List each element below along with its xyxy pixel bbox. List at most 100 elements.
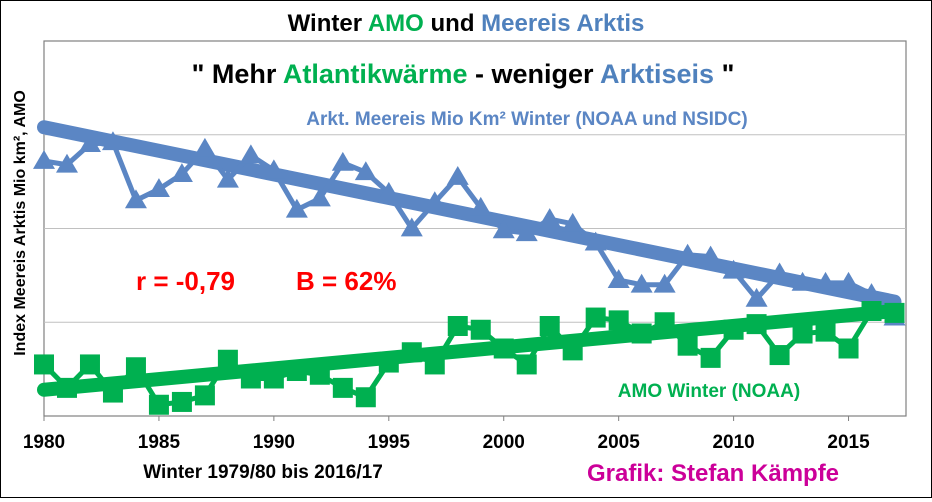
x-tick-label: 1990 bbox=[253, 432, 295, 453]
trend-line bbox=[37, 120, 902, 309]
data-point bbox=[584, 231, 607, 251]
data-point bbox=[539, 316, 560, 336]
data-point bbox=[676, 243, 699, 263]
series-ice bbox=[33, 120, 906, 326]
data-point bbox=[309, 364, 330, 385]
data-point bbox=[585, 307, 606, 328]
subtitle-part-ice: Arktiseis bbox=[600, 59, 714, 89]
data-point bbox=[792, 323, 813, 344]
data-point bbox=[607, 269, 630, 288]
data-point bbox=[722, 259, 745, 279]
data-point bbox=[723, 319, 744, 340]
x-tick-label: 1995 bbox=[368, 432, 411, 453]
x-tick-label: 2005 bbox=[598, 432, 641, 453]
data-point bbox=[148, 394, 169, 415]
data-point bbox=[332, 377, 353, 398]
data-point bbox=[699, 245, 722, 265]
data-point bbox=[562, 340, 583, 361]
credit: Grafik: Stefan Kämpfe bbox=[587, 460, 839, 487]
data-point bbox=[700, 347, 721, 368]
data-point bbox=[469, 196, 492, 216]
data-point bbox=[79, 354, 100, 375]
data-point bbox=[217, 349, 238, 370]
title-part-und: und bbox=[424, 10, 481, 37]
data-point bbox=[124, 189, 147, 209]
data-point bbox=[791, 271, 814, 291]
data-point bbox=[814, 271, 837, 291]
chart-subtitle: " Mehr Atlantikwärme - weniger Arktiseis… bbox=[192, 59, 735, 89]
subtitle-part-1: " Mehr bbox=[192, 59, 283, 89]
data-point bbox=[33, 150, 55, 169]
data-point bbox=[423, 191, 446, 211]
data-point bbox=[654, 312, 675, 333]
data-point bbox=[630, 273, 653, 293]
chart-title: Winter AMO und Meereis Arktis bbox=[288, 10, 645, 37]
data-point bbox=[608, 310, 629, 331]
data-point bbox=[101, 131, 124, 151]
data-point bbox=[262, 159, 285, 179]
data-point bbox=[56, 377, 77, 398]
data-point bbox=[171, 391, 192, 412]
data-point bbox=[768, 262, 791, 282]
stat-r: r = -0,79 bbox=[136, 266, 235, 296]
data-point bbox=[240, 368, 261, 389]
subtitle-part-3: - weniger bbox=[467, 59, 600, 89]
subtitle-part-5: " bbox=[714, 59, 734, 89]
data-point bbox=[102, 382, 123, 403]
data-point bbox=[400, 217, 423, 237]
data-point bbox=[331, 151, 354, 171]
data-point bbox=[263, 368, 284, 389]
stat-b: B = 62% bbox=[296, 266, 396, 296]
data-point bbox=[308, 187, 331, 207]
data-point bbox=[746, 314, 767, 335]
data-point bbox=[378, 352, 399, 373]
subtitle-part-atlantic: Atlantikwärme bbox=[283, 59, 468, 89]
data-point bbox=[78, 133, 101, 153]
data-point bbox=[194, 385, 215, 406]
data-point bbox=[424, 354, 445, 375]
x-tick-label: 1980 bbox=[23, 432, 65, 453]
x-axis: 1980 1985 1990 1995 2000 2005 2010 2015 bbox=[23, 416, 870, 453]
data-point bbox=[170, 163, 193, 183]
data-point bbox=[239, 144, 262, 164]
data-point bbox=[516, 354, 537, 375]
data-point bbox=[286, 361, 307, 381]
data-point bbox=[55, 153, 78, 173]
data-point bbox=[538, 208, 561, 228]
data-point bbox=[447, 316, 468, 336]
data-point bbox=[193, 137, 216, 157]
data-point bbox=[470, 319, 491, 340]
data-point bbox=[815, 321, 836, 342]
data-point bbox=[125, 357, 146, 378]
data-point bbox=[401, 342, 422, 363]
series-label-ice: Arkt. Meereis Mio Km² Winter (NOAA und N… bbox=[306, 109, 747, 130]
data-point bbox=[631, 323, 652, 344]
title-part-amo: AMO bbox=[368, 10, 424, 37]
data-point bbox=[561, 212, 584, 232]
data-point bbox=[216, 168, 239, 188]
title-part-winter: Winter bbox=[288, 10, 368, 37]
data-point bbox=[838, 338, 859, 359]
data-point bbox=[653, 273, 676, 293]
data-point bbox=[677, 335, 698, 356]
data-point bbox=[861, 301, 882, 321]
series-amo bbox=[34, 301, 905, 415]
x-axis-label: Winter 1979/80 bis 2016/17 bbox=[143, 462, 383, 483]
x-tick-label: 1985 bbox=[138, 432, 181, 453]
data-point bbox=[147, 178, 170, 198]
x-tick-label: 2015 bbox=[827, 432, 870, 453]
data-point bbox=[837, 271, 860, 291]
data-point bbox=[34, 354, 54, 375]
title-part-ice: Meereis Arktis bbox=[481, 10, 644, 37]
data-point bbox=[769, 345, 790, 366]
series-label-amo: AMO Winter (NOAA) bbox=[618, 381, 800, 402]
data-point bbox=[884, 302, 905, 323]
data-point bbox=[515, 222, 538, 242]
x-tick-label: 2000 bbox=[483, 432, 525, 453]
data-point bbox=[377, 181, 400, 201]
data-point bbox=[492, 219, 515, 239]
data-point bbox=[860, 283, 883, 303]
x-tick-label: 2010 bbox=[712, 432, 754, 453]
